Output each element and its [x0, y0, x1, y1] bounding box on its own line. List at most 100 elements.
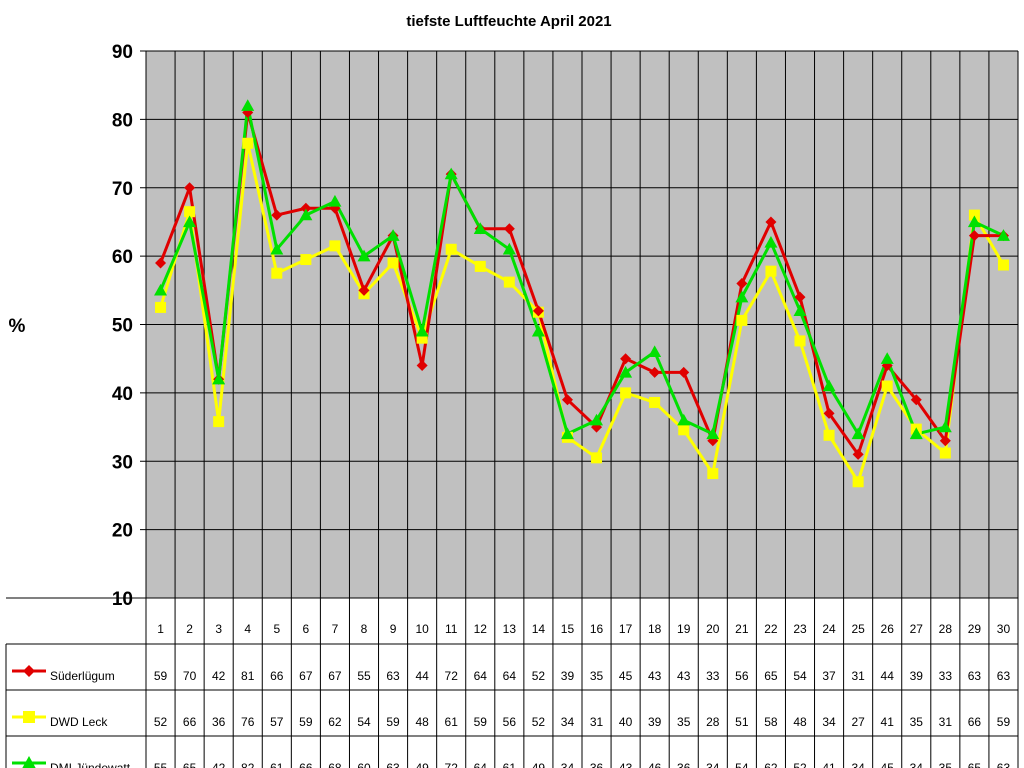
- series-lines: [154, 99, 1010, 488]
- y-tick-label: 70: [112, 179, 133, 200]
- data-point: [271, 267, 283, 279]
- table-cell: 63: [386, 761, 400, 768]
- data-point: [620, 353, 632, 365]
- x-tick-label: 22: [764, 622, 778, 636]
- table-cell: 82: [241, 761, 255, 768]
- table-cell: 37: [822, 669, 836, 683]
- y-axis-label: %: [9, 316, 26, 337]
- table-cell: 33: [939, 669, 953, 683]
- data-point: [765, 265, 777, 277]
- table-cell: 52: [154, 715, 168, 729]
- x-tick-label: 10: [415, 622, 429, 636]
- table-cell: 33: [706, 669, 720, 683]
- data-point: [649, 396, 661, 408]
- table-cell: 59: [154, 669, 168, 683]
- data-point: [620, 387, 632, 399]
- table-cell: 61: [270, 761, 284, 768]
- legend-label: DMI Jündewatt: [50, 761, 131, 768]
- data-point: [444, 167, 458, 180]
- table-cell: 31: [590, 715, 604, 729]
- table-cell: 65: [968, 761, 982, 768]
- table-cell: 65: [764, 669, 778, 683]
- x-tick-label: 21: [735, 622, 749, 636]
- x-tick-label: 4: [244, 622, 251, 636]
- table-cell: 43: [648, 669, 662, 683]
- table-cell: 59: [474, 715, 488, 729]
- data-point: [184, 182, 196, 194]
- table-cell: 66: [299, 761, 313, 768]
- data-point: [794, 291, 806, 303]
- data-point: [503, 223, 515, 235]
- x-tick-label: 17: [619, 622, 633, 636]
- table-cell: 36: [677, 761, 691, 768]
- data-point: [184, 206, 196, 218]
- y-tick-label: 10: [112, 589, 133, 610]
- x-tick-label: 8: [361, 622, 368, 636]
- table-cell: 66: [183, 715, 197, 729]
- table-cell: 43: [677, 669, 691, 683]
- legend-label: Süderlügum: [50, 669, 115, 683]
- data-point: [996, 229, 1010, 241]
- data-point: [299, 208, 313, 221]
- x-tick-label: 13: [503, 622, 517, 636]
- data-point: [968, 209, 980, 221]
- data-point: [880, 352, 894, 364]
- table-cell: 65: [183, 761, 197, 768]
- x-tick-label: 16: [590, 622, 604, 636]
- x-tick-label: 27: [910, 622, 924, 636]
- table-cell: 61: [445, 715, 459, 729]
- data-point: [939, 435, 951, 447]
- table-cell: 35: [939, 761, 953, 768]
- data-point: [677, 413, 691, 426]
- table-cell: 28: [706, 715, 720, 729]
- x-tick-label: 3: [215, 622, 222, 636]
- table-cell: 36: [212, 715, 226, 729]
- x-tick-label: 28: [939, 622, 953, 636]
- data-point: [678, 424, 690, 436]
- data-point: [213, 416, 225, 428]
- data-point: [242, 137, 254, 149]
- table-cell: 54: [793, 669, 807, 683]
- table-cell: 62: [764, 761, 778, 768]
- table-cell: 35: [910, 715, 924, 729]
- data-point: [938, 420, 952, 433]
- table-cell: 72: [445, 761, 459, 768]
- table-cell: 63: [997, 669, 1011, 683]
- data-table: 1 2 3 4 5 6 7 8 9 10 11 12 13 14 15 16 17 18 19 20 21 22 23 24 2…: [5, 597, 1018, 768]
- data-point: [531, 324, 545, 337]
- table-cell: 49: [532, 761, 546, 768]
- table-cell: 35: [677, 715, 691, 729]
- table-cell: 56: [735, 669, 749, 683]
- chart-title: tiefste Luftfeuchte April 2021: [406, 13, 611, 30]
- data-point: [765, 216, 777, 228]
- y-tick-label: 80: [112, 110, 133, 131]
- data-point: [649, 366, 661, 378]
- x-tick-label: 23: [793, 622, 807, 636]
- x-tick-label: 11: [445, 622, 458, 636]
- data-point: [328, 194, 342, 207]
- data-point: [591, 452, 603, 464]
- y-tick-label: 40: [112, 384, 133, 405]
- data-point: [155, 257, 167, 269]
- data-point: [823, 407, 835, 419]
- table-cell: 39: [561, 669, 575, 683]
- data-point: [852, 476, 864, 488]
- data-point: [793, 304, 807, 317]
- x-tick-label: 24: [822, 622, 836, 636]
- data-point: [881, 380, 893, 392]
- x-tick-label: 1: [157, 622, 164, 636]
- table-cell: 42: [212, 761, 226, 768]
- data-point: [706, 427, 720, 440]
- data-point: [387, 257, 399, 269]
- table-cell: 61: [503, 761, 517, 768]
- data-point: [502, 242, 516, 255]
- data-point: [997, 259, 1009, 271]
- table-cell: 36: [590, 761, 604, 768]
- table-cell: 27: [851, 715, 865, 729]
- data-point: [822, 379, 836, 392]
- table-cell: 60: [357, 761, 371, 768]
- table-cell: 64: [503, 669, 517, 683]
- table-cell: 45: [881, 761, 895, 768]
- x-tick-label: 14: [532, 622, 546, 636]
